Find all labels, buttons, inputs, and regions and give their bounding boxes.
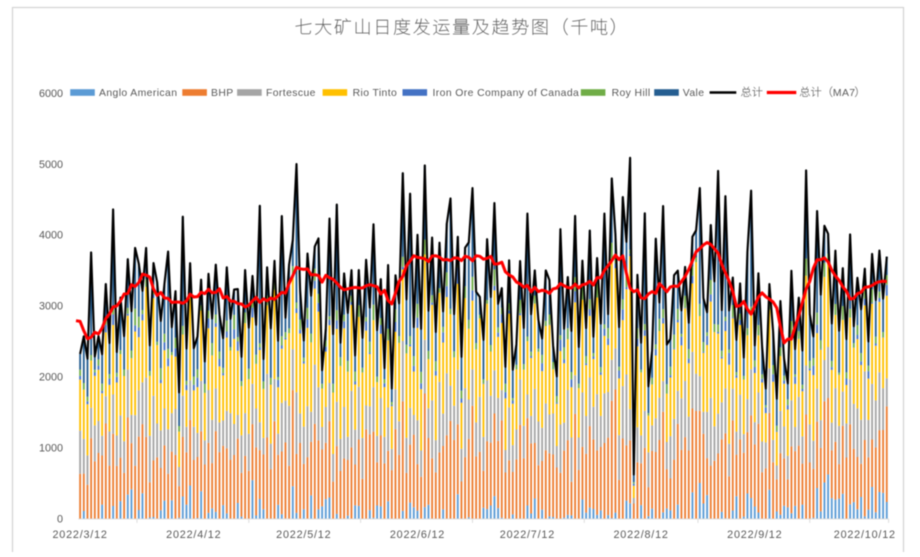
svg-text:2022/4/12: 2022/4/12	[166, 529, 221, 541]
svg-text:2022/10/12: 2022/10/12	[834, 529, 896, 541]
svg-text:3000: 3000	[39, 301, 63, 313]
svg-text:2022/6/12: 2022/6/12	[390, 529, 445, 541]
svg-text:Fortescue: Fortescue	[266, 88, 316, 99]
svg-text:2022/5/12: 2022/5/12	[276, 529, 331, 541]
svg-text:MA7: MA7	[833, 88, 856, 99]
svg-text:6000: 6000	[39, 88, 63, 100]
svg-text:Anglo American: Anglo American	[99, 88, 177, 99]
svg-text:0: 0	[57, 513, 63, 525]
svg-text:Roy Hill: Roy Hill	[612, 88, 651, 99]
svg-text:Vale: Vale	[683, 88, 705, 99]
svg-text:1000: 1000	[39, 442, 63, 454]
svg-text:Iron Ore Company of Canada: Iron Ore Company of Canada	[433, 88, 580, 99]
svg-text:2022/9/12: 2022/9/12	[727, 529, 782, 541]
svg-text:Rio Tinto: Rio Tinto	[353, 88, 398, 99]
svg-text:BHP: BHP	[211, 88, 234, 99]
svg-text:2000: 2000	[39, 372, 63, 384]
svg-text:5000: 5000	[39, 159, 63, 171]
svg-text:4000: 4000	[39, 230, 63, 242]
svg-text:2022/3/12: 2022/3/12	[52, 529, 107, 541]
svg-text:2022/8/12: 2022/8/12	[613, 529, 668, 541]
svg-text:2022/7/12: 2022/7/12	[500, 529, 555, 541]
